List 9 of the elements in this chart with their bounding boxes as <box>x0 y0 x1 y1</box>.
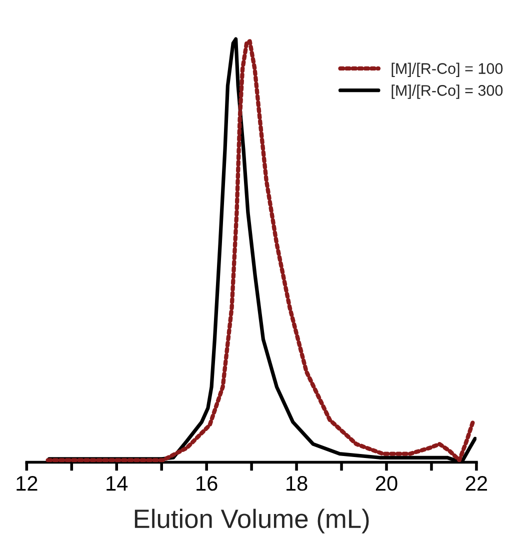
legend-label: [M]/[R-Co] = 300 <box>392 84 503 99</box>
x-tick-label: 22 <box>466 476 487 491</box>
x-tick-label: 12 <box>16 476 38 491</box>
x-tick-label: 16 <box>196 476 218 491</box>
x-axis-title: Elution Volume (mL) <box>134 508 369 534</box>
x-tick-label: 20 <box>376 476 398 491</box>
x-tick-label: 14 <box>106 476 128 491</box>
legend-label: [M]/[R-Co] = 100 <box>392 62 503 77</box>
x-tick-label: 18 <box>286 476 308 491</box>
